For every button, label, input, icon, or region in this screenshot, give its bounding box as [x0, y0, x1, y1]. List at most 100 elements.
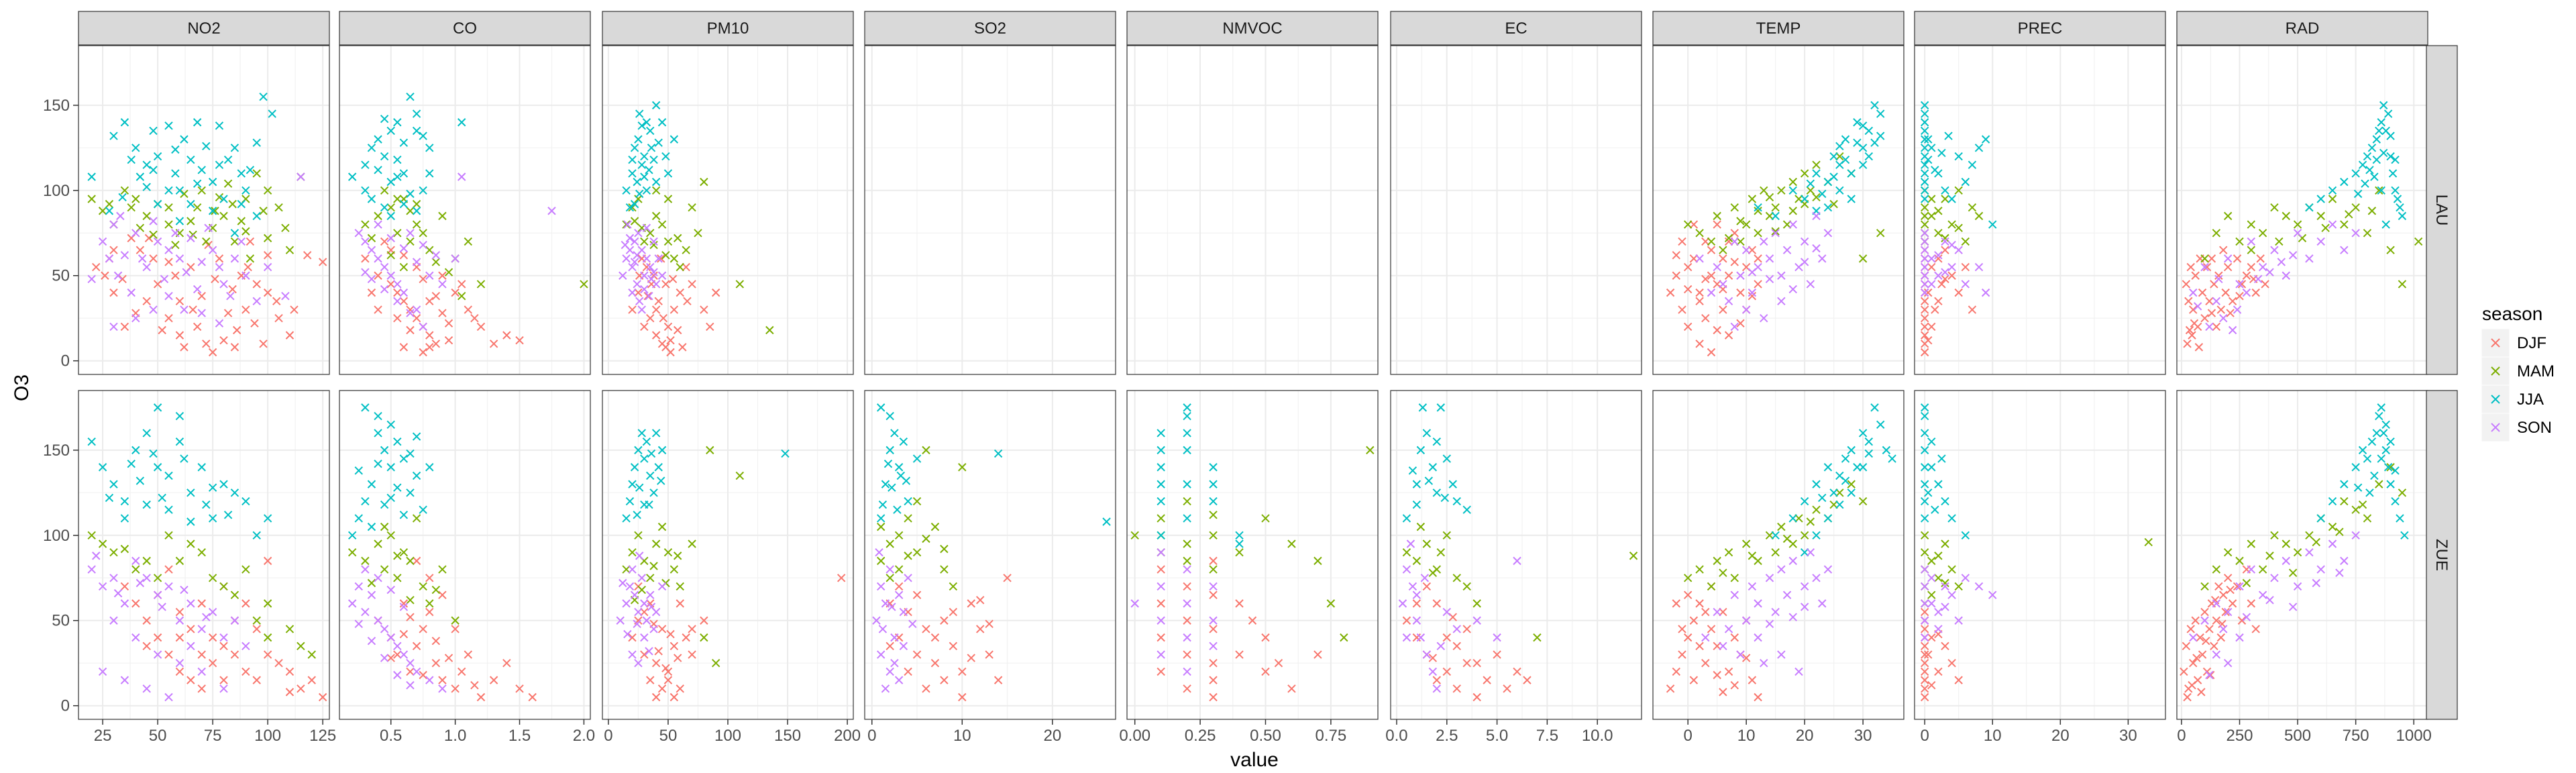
panel-border: [339, 45, 591, 375]
point-son: [215, 262, 224, 272]
point-son: [1765, 254, 1774, 263]
point-jja: [1235, 539, 1244, 548]
point-djf: [92, 262, 101, 272]
point-jja: [361, 160, 370, 169]
point-djf: [219, 676, 228, 684]
points-lau-rad: [2182, 101, 2423, 352]
point-djf: [444, 319, 453, 328]
point-son: [630, 590, 639, 599]
point-son: [399, 288, 409, 297]
point-mam: [637, 585, 646, 595]
point-jja: [640, 454, 649, 463]
point-djf: [2228, 297, 2237, 306]
point-jja: [241, 186, 250, 195]
point-son: [431, 251, 441, 260]
point-mam: [1947, 220, 1956, 229]
point-jja: [399, 199, 409, 209]
point-jja: [386, 126, 395, 136]
point-djf: [175, 297, 184, 306]
point-son: [1927, 254, 1936, 263]
point-jja: [628, 480, 637, 488]
point-mam: [661, 251, 670, 260]
point-son: [361, 565, 370, 574]
point-djf: [1707, 271, 1716, 280]
point-son: [142, 262, 151, 272]
point-jja: [197, 463, 206, 472]
point-son: [1920, 246, 1929, 254]
point-mam: [1719, 246, 1727, 254]
point-jja: [1412, 480, 1421, 488]
point-son: [457, 172, 466, 181]
point-son: [1961, 574, 1970, 582]
point-mam: [669, 565, 679, 574]
point-djf: [1248, 616, 1257, 625]
point-son: [361, 607, 370, 617]
point-son: [1412, 590, 1421, 599]
point-mam: [640, 237, 649, 246]
point-son: [2200, 616, 2209, 625]
point-jja: [2375, 411, 2383, 421]
point-son: [1760, 237, 1768, 246]
point-jja: [904, 497, 912, 506]
point-mam: [208, 574, 217, 582]
point-jja: [1841, 454, 1850, 463]
point-son: [2235, 633, 2244, 642]
point-djf: [2214, 271, 2223, 280]
point-djf: [2223, 574, 2233, 582]
point-jja: [654, 138, 663, 147]
point-jja: [237, 169, 246, 178]
point-mam: [1436, 548, 1446, 557]
point-djf: [1920, 692, 1929, 702]
point-mam: [2247, 246, 2256, 254]
point-djf: [1707, 246, 1716, 254]
point-son: [1920, 271, 1929, 280]
point-djf: [975, 596, 985, 605]
point-djf: [1672, 271, 1680, 280]
point-son: [2270, 574, 2279, 582]
point-djf: [233, 325, 241, 335]
point-jja: [164, 505, 173, 514]
point-djf: [2191, 271, 2200, 280]
point-mam: [2200, 582, 2209, 591]
point-djf: [1157, 667, 1165, 676]
point-mam: [2345, 210, 2353, 219]
points-zue-no2: [87, 403, 327, 702]
point-mam: [2212, 565, 2221, 574]
point-djf: [318, 258, 327, 266]
point-jja: [622, 514, 631, 523]
point-djf: [1961, 262, 1970, 272]
point-djf: [1209, 625, 1218, 633]
point-djf: [651, 331, 661, 340]
point-mam: [1782, 534, 1792, 544]
point-son: [399, 603, 409, 611]
point-jja: [642, 118, 651, 127]
point-djf: [515, 336, 524, 345]
point-mam: [1760, 186, 1768, 195]
point-son: [1701, 633, 1710, 642]
point-son: [642, 254, 651, 263]
point-jja: [994, 449, 1003, 458]
point-djf: [142, 616, 151, 625]
point-son: [619, 578, 627, 588]
point-son: [628, 565, 637, 574]
x-tick-label: 200: [834, 727, 861, 745]
point-jja: [634, 446, 643, 455]
point-son: [98, 582, 107, 591]
point-djf: [425, 343, 434, 352]
point-djf: [985, 650, 994, 659]
point-son: [354, 582, 363, 591]
point-mam: [246, 254, 255, 263]
row-strip: [2426, 45, 2458, 375]
point-mam: [180, 189, 189, 199]
point-son: [2247, 237, 2256, 246]
point-djf: [2233, 582, 2242, 591]
point-son: [230, 254, 239, 263]
panel-border: [602, 45, 854, 375]
point-djf: [412, 556, 421, 566]
column-strip: [2176, 11, 2428, 46]
point-djf: [657, 625, 667, 633]
x-tick-label: 125: [309, 727, 336, 745]
point-mam: [1847, 480, 1856, 488]
point-mam: [412, 199, 421, 209]
point-son: [180, 585, 189, 595]
